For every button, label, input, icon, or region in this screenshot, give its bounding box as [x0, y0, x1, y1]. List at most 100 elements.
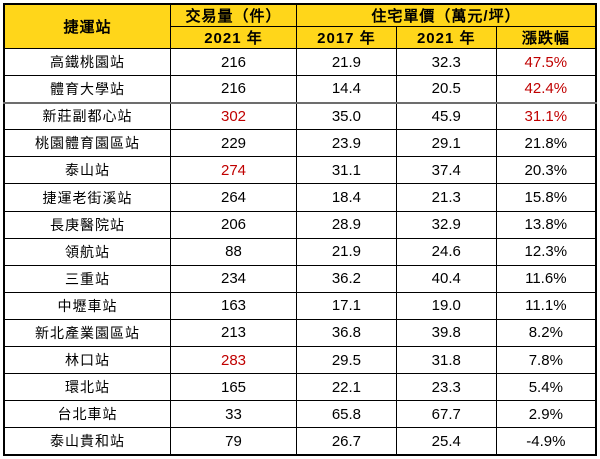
table-row: 長庚醫院站 206 28.9 32.9 13.8%: [3, 210, 597, 239]
table-row: 環北站 165 22.1 23.3 5.4%: [3, 373, 597, 402]
cell-price-2021: 40.4: [395, 264, 497, 293]
cell-change: 42.4%: [495, 75, 597, 104]
cell-station: 領航站: [3, 237, 171, 266]
cell-price-2017: 18.4: [296, 183, 397, 212]
cell-price-2017: 31.1: [296, 156, 397, 185]
cell-price-2021: 32.9: [395, 210, 497, 239]
cell-station: 林口站: [3, 346, 171, 375]
header-volume-group: 交易量（件）: [170, 3, 297, 27]
header-price-group: 住宅單價（萬元/坪）: [296, 3, 597, 27]
cell-change: 21.8%: [495, 129, 597, 158]
cell-price-2017: 36.8: [296, 318, 397, 348]
cell-price-2021: 39.8: [395, 318, 497, 348]
cell-price-2017: 29.5: [296, 346, 397, 375]
header-price-2017: 2017 年: [296, 26, 397, 49]
cell-station: 泰山貴和站: [3, 427, 171, 456]
cell-price-2017: 26.7: [296, 427, 397, 456]
cell-change: 47.5%: [495, 47, 597, 77]
cell-change: 2.9%: [495, 400, 597, 429]
table-row: 體育大學站 216 14.4 20.5 42.4%: [3, 75, 597, 104]
cell-price-2021: 23.3: [395, 373, 497, 402]
cell-volume-2021: 216: [170, 75, 297, 104]
cell-station: 體育大學站: [3, 75, 171, 104]
cell-price-2021: 25.4: [395, 427, 497, 456]
cell-change: 8.2%: [495, 318, 597, 348]
cell-change: 11.6%: [495, 264, 597, 293]
cell-volume-2021: 283: [170, 346, 297, 375]
cell-change: 20.3%: [495, 156, 597, 185]
header-row-years: 2021 年 2017 年 2021 年 漲跌幅: [4, 26, 597, 49]
table-row: 高鐵桃園站 216 21.9 32.3 47.5%: [3, 47, 597, 77]
table-row: 台北車站 33 65.8 67.7 2.9%: [3, 400, 597, 429]
table-row: 領航站 88 21.9 24.6 12.3%: [3, 237, 597, 266]
cell-price-2021: 21.3: [395, 183, 497, 212]
cell-volume-2021: 274: [170, 156, 297, 185]
cell-station: 台北車站: [3, 400, 171, 429]
cell-price-2017: 14.4: [296, 75, 397, 104]
cell-price-2017: 21.9: [296, 237, 397, 266]
cell-station: 高鐵桃園站: [3, 47, 171, 77]
cell-station: 三重站: [3, 264, 171, 293]
cell-price-2021: 37.4: [395, 156, 497, 185]
table-row: 三重站 234 36.2 40.4 11.6%: [3, 264, 597, 293]
cell-volume-2021: 206: [170, 210, 297, 239]
table-row: 桃園體育園區站 229 23.9 29.1 21.8%: [3, 129, 597, 158]
cell-volume-2021: 165: [170, 373, 297, 402]
cell-volume-2021: 213: [170, 318, 297, 348]
cell-price-2021: 32.3: [395, 47, 497, 77]
cell-volume-2021: 33: [170, 400, 297, 429]
cell-change: -4.9%: [495, 427, 597, 456]
cell-station: 捷運老街溪站: [3, 183, 171, 212]
cell-change: 5.4%: [495, 373, 597, 402]
cell-price-2021: 19.0: [395, 291, 497, 320]
cell-volume-2021: 216: [170, 47, 297, 77]
table-body: 高鐵桃園站 216 21.9 32.3 47.5% 體育大學站 216 14.4…: [3, 47, 597, 456]
table-row: 泰山站 274 31.1 37.4 20.3%: [3, 156, 597, 185]
header-row-groups: 捷運站 交易量（件） 住宅單價（萬元/坪）: [3, 3, 597, 49]
table-row: 中壢車站 163 17.1 19.0 11.1%: [3, 291, 597, 320]
cell-station: 新莊副都心站: [3, 101, 171, 131]
cell-price-2021: 20.5: [395, 75, 497, 104]
cell-price-2021: 67.7: [395, 400, 497, 429]
cell-volume-2021: 302: [170, 101, 297, 131]
cell-station: 長庚醫院站: [3, 210, 171, 239]
cell-price-2017: 65.8: [296, 400, 397, 429]
cell-price-2021: 31.8: [395, 346, 497, 375]
cell-station: 泰山站: [3, 156, 171, 185]
cell-price-2017: 21.9: [296, 47, 397, 77]
cell-price-2017: 23.9: [296, 129, 397, 158]
table-row: 新北產業園區站 213 36.8 39.8 8.2%: [3, 318, 597, 348]
cell-station: 環北站: [3, 373, 171, 402]
header-station: 捷運站: [3, 3, 171, 49]
cell-price-2021: 29.1: [395, 129, 497, 158]
table-row: 新莊副都心站 302 35.0 45.9 31.1%: [3, 101, 597, 131]
station-price-table: 捷運站 交易量（件） 住宅單價（萬元/坪） 2021 年 2017 年 2021…: [3, 3, 597, 456]
cell-change: 7.8%: [495, 346, 597, 375]
header-price-2021: 2021 年: [395, 26, 497, 49]
cell-price-2021: 45.9: [395, 101, 497, 131]
header-volume-2021: 2021 年: [170, 26, 297, 49]
cell-price-2017: 22.1: [296, 373, 397, 402]
header-change: 漲跌幅: [495, 26, 597, 49]
cell-change: 31.1%: [495, 101, 597, 131]
cell-change: 13.8%: [495, 210, 597, 239]
cell-station: 新北產業園區站: [3, 318, 171, 348]
cell-volume-2021: 79: [170, 427, 297, 456]
cell-volume-2021: 264: [170, 183, 297, 212]
table-row: 捷運老街溪站 264 18.4 21.3 15.8%: [3, 183, 597, 212]
cell-station: 桃園體育園區站: [3, 129, 171, 158]
table-row: 泰山貴和站 79 26.7 25.4 -4.9%: [3, 427, 597, 456]
cell-station: 中壢車站: [3, 291, 171, 320]
cell-price-2017: 36.2: [296, 264, 397, 293]
cell-price-2017: 35.0: [296, 101, 397, 131]
cell-change: 15.8%: [495, 183, 597, 212]
table-header: 捷運站 交易量（件） 住宅單價（萬元/坪） 2021 年 2017 年 2021…: [3, 3, 597, 49]
table-row: 林口站 283 29.5 31.8 7.8%: [3, 346, 597, 375]
cell-price-2021: 24.6: [395, 237, 497, 266]
cell-volume-2021: 88: [170, 237, 297, 266]
cell-volume-2021: 234: [170, 264, 297, 293]
cell-change: 11.1%: [495, 291, 597, 320]
cell-volume-2021: 163: [170, 291, 297, 320]
cell-price-2017: 28.9: [296, 210, 397, 239]
